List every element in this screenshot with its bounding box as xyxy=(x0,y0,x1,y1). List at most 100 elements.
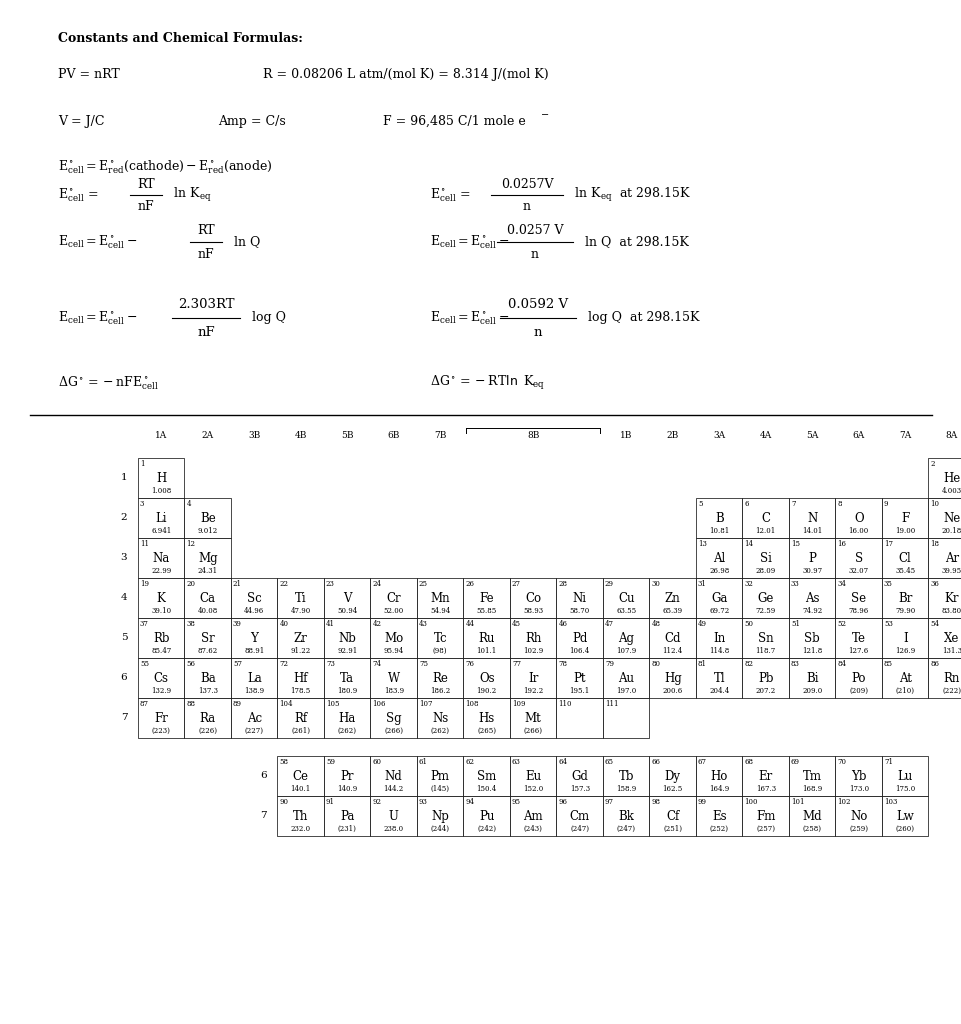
Text: 6: 6 xyxy=(120,674,127,683)
Text: 197.0: 197.0 xyxy=(615,687,636,695)
Text: 85.47: 85.47 xyxy=(151,647,171,655)
Bar xyxy=(742,498,788,538)
Text: 28.09: 28.09 xyxy=(754,567,776,575)
Text: Ha: Ha xyxy=(338,713,356,725)
Text: 8: 8 xyxy=(837,500,841,508)
Bar xyxy=(555,618,603,658)
Bar xyxy=(416,756,463,796)
Bar xyxy=(555,578,603,618)
Text: 14.01: 14.01 xyxy=(801,527,822,535)
Text: 106: 106 xyxy=(372,700,385,708)
Bar xyxy=(695,618,742,658)
Bar xyxy=(137,698,185,738)
Text: 5A: 5A xyxy=(805,430,818,439)
Bar xyxy=(185,578,231,618)
Text: ln $\mathregular{K_{eq}}$: ln $\mathregular{K_{eq}}$ xyxy=(170,186,211,204)
Text: (262): (262) xyxy=(337,727,357,735)
Text: 18: 18 xyxy=(929,540,939,548)
Text: Constants and Chemical Formulas:: Constants and Chemical Formulas: xyxy=(58,32,303,45)
Text: 20: 20 xyxy=(186,580,195,588)
Text: (210): (210) xyxy=(895,687,914,695)
Bar xyxy=(742,538,788,578)
Bar xyxy=(509,618,555,658)
Bar xyxy=(603,698,649,738)
Text: 84: 84 xyxy=(837,660,846,668)
Text: nF: nF xyxy=(197,248,214,260)
Bar xyxy=(509,578,555,618)
Bar xyxy=(231,698,277,738)
Text: 118.7: 118.7 xyxy=(754,647,776,655)
Text: 91.22: 91.22 xyxy=(290,647,310,655)
Text: Re: Re xyxy=(431,673,448,685)
Text: 82: 82 xyxy=(744,660,752,668)
Text: 55: 55 xyxy=(140,660,149,668)
Text: U: U xyxy=(388,810,398,823)
Text: (260): (260) xyxy=(895,825,914,833)
Text: Zr: Zr xyxy=(293,632,308,645)
Text: 58.93: 58.93 xyxy=(523,607,543,615)
Text: Fr: Fr xyxy=(154,713,168,725)
Text: 6: 6 xyxy=(744,500,749,508)
Text: 108: 108 xyxy=(465,700,479,708)
Text: 59: 59 xyxy=(326,758,334,766)
Text: 2B: 2B xyxy=(666,430,678,439)
Bar xyxy=(742,578,788,618)
Text: log Q  at 298.15K: log Q at 298.15K xyxy=(583,311,699,325)
Text: 71: 71 xyxy=(883,758,892,766)
Text: Cd: Cd xyxy=(664,632,680,645)
Text: Mt: Mt xyxy=(525,713,541,725)
Text: 64: 64 xyxy=(558,758,567,766)
Text: 39.95: 39.95 xyxy=(941,567,961,575)
Text: −: − xyxy=(540,111,549,120)
Text: 24.31: 24.31 xyxy=(197,567,217,575)
Text: C: C xyxy=(760,512,770,525)
Text: Pu: Pu xyxy=(479,810,494,823)
Text: 238.0: 238.0 xyxy=(383,825,404,833)
Text: Se: Se xyxy=(850,592,866,605)
Text: 87.62: 87.62 xyxy=(197,647,217,655)
Text: 7B: 7B xyxy=(433,430,446,439)
Text: 50: 50 xyxy=(744,620,752,628)
Text: 107.9: 107.9 xyxy=(615,647,636,655)
Text: $\mathregular{E_{cell} = E^\circ_{cell} -}$: $\mathregular{E_{cell} = E^\circ_{cell} … xyxy=(58,233,137,251)
Text: 0.0257V: 0.0257V xyxy=(501,177,553,190)
Bar xyxy=(185,498,231,538)
Text: 3: 3 xyxy=(140,500,144,508)
Text: Rf: Rf xyxy=(294,713,307,725)
Text: 3: 3 xyxy=(120,554,127,562)
Bar xyxy=(324,578,370,618)
Bar xyxy=(927,658,961,698)
Text: 13: 13 xyxy=(698,540,706,548)
Text: 95: 95 xyxy=(511,798,521,806)
Text: Br: Br xyxy=(898,592,911,605)
Bar xyxy=(695,498,742,538)
Text: 110: 110 xyxy=(558,700,572,708)
Bar xyxy=(835,498,881,538)
Bar xyxy=(835,618,881,658)
Text: (261): (261) xyxy=(291,727,310,735)
Bar xyxy=(649,618,695,658)
Text: 150.4: 150.4 xyxy=(476,785,497,793)
Text: 102: 102 xyxy=(837,798,850,806)
Text: 78: 78 xyxy=(558,660,567,668)
Text: ln Q: ln Q xyxy=(230,236,260,249)
Bar xyxy=(649,796,695,836)
Text: 92: 92 xyxy=(372,798,382,806)
Text: 85: 85 xyxy=(883,660,892,668)
Bar xyxy=(603,756,649,796)
Text: 63: 63 xyxy=(511,758,520,766)
Text: He: He xyxy=(942,472,959,485)
Text: Dy: Dy xyxy=(664,770,680,783)
Text: (145): (145) xyxy=(431,785,450,793)
Text: La: La xyxy=(247,673,261,685)
Text: 4.003: 4.003 xyxy=(941,487,961,495)
Text: Ba: Ba xyxy=(200,673,215,685)
Text: Au: Au xyxy=(618,673,633,685)
Text: 4A: 4A xyxy=(759,430,771,439)
Text: R = 0.08206 L atm/(mol K) = 8.314 J/(mol K): R = 0.08206 L atm/(mol K) = 8.314 J/(mol… xyxy=(262,68,548,81)
Text: Yb: Yb xyxy=(850,770,866,783)
Text: 88: 88 xyxy=(186,700,195,708)
Bar xyxy=(742,618,788,658)
Text: 74.92: 74.92 xyxy=(801,607,822,615)
Text: 65.39: 65.39 xyxy=(662,607,682,615)
